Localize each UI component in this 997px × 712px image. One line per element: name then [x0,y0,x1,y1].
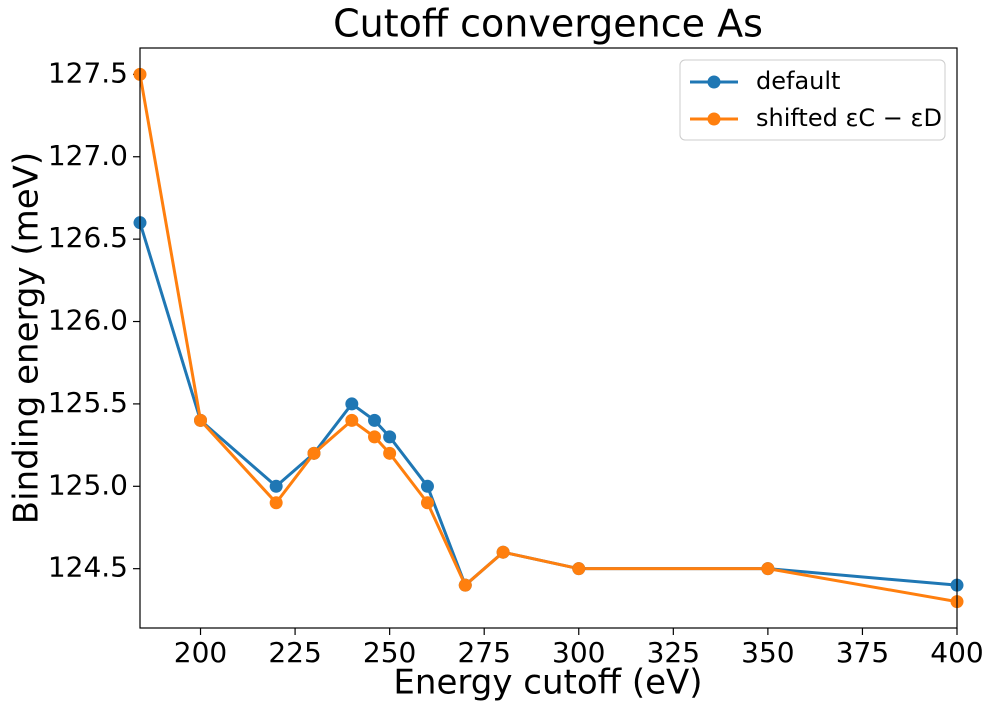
marker [269,479,283,493]
y-tick-label: 127.5 [48,56,128,89]
y-tick-label: 126.5 [48,221,128,254]
marker [458,578,472,592]
series-line [140,74,957,604]
x-tick-label: 300 [552,636,605,669]
y-axis-label: Binding energy (meV) [7,152,47,524]
legend-marker [707,112,721,126]
marker [383,430,397,444]
marker [345,413,359,427]
x-tick-label: 325 [647,636,700,669]
series-line [140,222,957,588]
legend-label: shifted εC − εD [756,104,942,132]
marker [572,562,586,576]
marker [420,479,434,493]
x-tick-label: 350 [741,636,794,669]
marker [194,413,208,427]
x-tick-label: 400 [930,636,983,669]
y-tick-label: 127.0 [48,139,128,172]
x-tick-label: 250 [363,636,416,669]
marker [761,562,775,576]
legend-marker [707,75,721,89]
y-tick-label: 125.5 [48,386,128,419]
marker [345,397,359,411]
marker [307,446,321,460]
y-tick-label: 124.5 [48,551,128,584]
x-tick-label: 200 [174,636,227,669]
legend-box [679,59,946,141]
x-tick-label: 225 [268,636,321,669]
chart-title: Cutoff convergence As [333,2,763,46]
y-tick-label: 125.0 [48,468,128,501]
legend-label: default [756,67,840,95]
marker [383,446,397,460]
marker [420,496,434,510]
marker [496,545,510,559]
marker [368,413,382,427]
plot-frame [139,47,958,629]
series [140,222,957,588]
series [140,74,957,604]
x-tick-label: 275 [457,636,510,669]
marker [368,430,382,444]
x-tick-label: 375 [836,636,889,669]
y-tick-label: 126.0 [48,304,128,337]
x-axis-label: Energy cutoff (eV) [393,663,702,703]
marker [269,496,283,510]
